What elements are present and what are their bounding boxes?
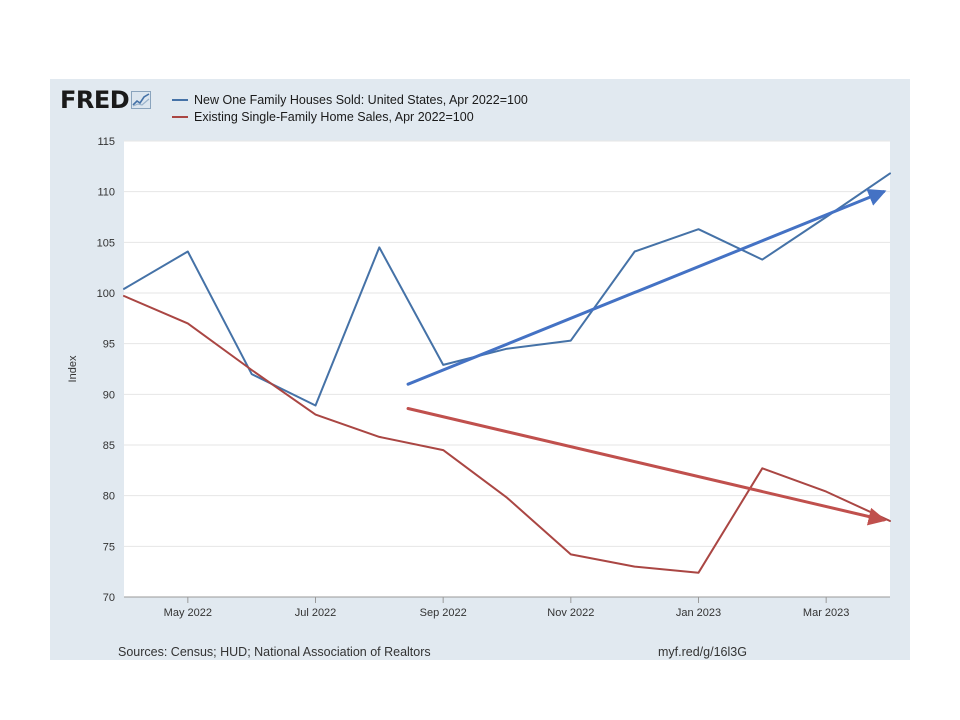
chart-short-url[interactable]: myf.red/g/16l3G [658, 645, 747, 659]
y-tick-label-80: 80 [103, 491, 115, 503]
x-tick-label-9: Jan 2023 [676, 607, 721, 619]
y-tick-label-100: 100 [97, 288, 115, 300]
x-tick-label-7: Nov 2022 [547, 607, 594, 619]
y-tick-label-95: 95 [103, 339, 115, 351]
plot-area [124, 141, 890, 597]
y-tick-label-70: 70 [103, 592, 115, 604]
legend-item-existing-sales[interactable]: Existing Single-Family Home Sales, Apr 2… [172, 109, 474, 125]
legend-swatch-new-houses [172, 99, 188, 101]
x-tick-label-3: Jul 2022 [295, 607, 337, 619]
fred-logo[interactable]: FRED [60, 86, 152, 114]
legend-item-new-houses[interactable]: New One Family Houses Sold: United State… [172, 92, 528, 108]
y-tick-label-115: 115 [97, 136, 115, 148]
legend-label-existing-sales: Existing Single-Family Home Sales, Apr 2… [194, 110, 474, 124]
legend-swatch-existing-sales [172, 116, 188, 118]
legend-label-new-houses: New One Family Houses Sold: United State… [194, 93, 528, 107]
chart-trend-icon [131, 91, 152, 109]
trend-arrow-1 [406, 407, 887, 526]
x-tick-label-11: Mar 2023 [803, 607, 849, 619]
x-tick-label-1: May 2022 [164, 607, 212, 619]
y-tick-label-105: 105 [97, 237, 115, 249]
y-tick-label-90: 90 [103, 389, 115, 401]
series-line-0 [123, 172, 891, 407]
fred-logo-text: FRED [60, 86, 130, 114]
x-tick-label-5: Sep 2022 [420, 607, 467, 619]
chart-source-text: Sources: Census; HUD; National Associati… [118, 645, 431, 659]
trend-arrow-0 [406, 188, 887, 386]
y-tick-label-75: 75 [103, 541, 115, 553]
y-axis-title: Index [67, 355, 79, 382]
series-line-1 [123, 295, 891, 574]
y-tick-label-110: 110 [97, 187, 115, 199]
y-tick-label-85: 85 [103, 440, 115, 452]
